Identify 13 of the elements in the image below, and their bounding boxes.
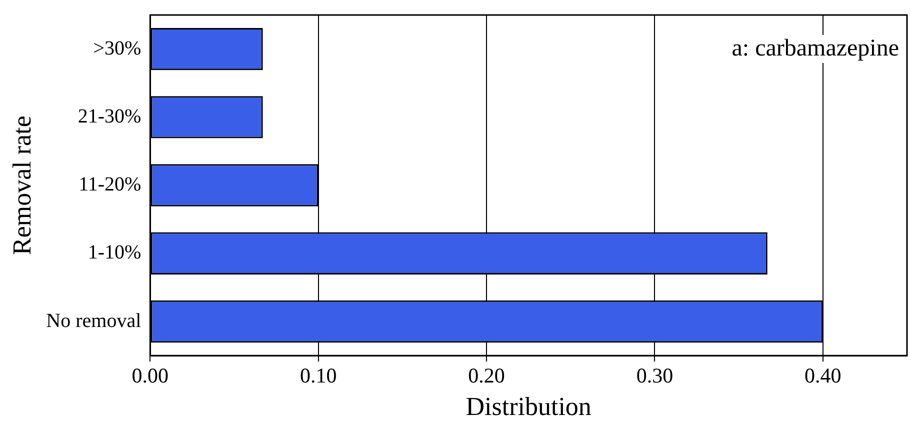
x-tick-label: 0.10 xyxy=(300,364,337,388)
x-tick-label: 0.20 xyxy=(468,364,505,388)
x-tick-label: 0.30 xyxy=(636,364,674,388)
x-tick-label: 0.00 xyxy=(132,364,169,388)
y-tick-label: 1-10% xyxy=(88,242,142,264)
annotation: a: carbamazepine xyxy=(732,35,899,62)
y-tick-label: No removal xyxy=(46,310,142,332)
y-axis-title: Removal rate xyxy=(7,116,36,255)
x-tick-label: 0.40 xyxy=(804,364,842,388)
y-tick-label: >30% xyxy=(93,37,142,60)
y-tick-label: 11-20% xyxy=(78,174,142,196)
x-axis-title: Distribution xyxy=(466,392,592,422)
y-tick-label: 21-30% xyxy=(78,105,142,128)
